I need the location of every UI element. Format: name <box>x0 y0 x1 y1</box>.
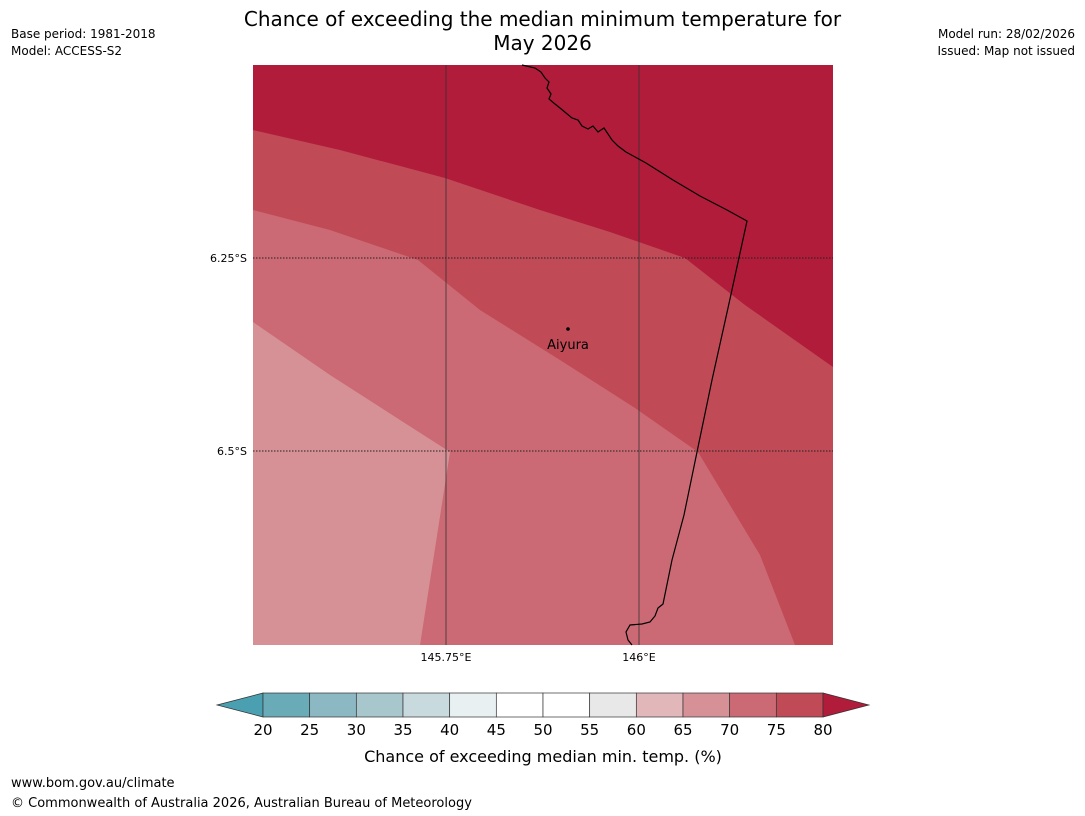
legend-tick-label: 30 <box>347 721 366 739</box>
legend-extend-low <box>215 692 264 718</box>
legend-box <box>542 692 591 718</box>
legend-tick-label: 20 <box>253 721 272 739</box>
legend-box <box>402 692 451 718</box>
legend-box <box>775 692 824 718</box>
lat-label: 6.25°S <box>210 252 247 265</box>
model-name: Model: ACCESS-S2 <box>11 44 123 58</box>
issued-status: Issued: Map not issued <box>937 44 1075 58</box>
legend-tick-label: 45 <box>487 721 506 739</box>
legend-boxes <box>262 692 824 718</box>
legend-tick-label: 40 <box>440 721 459 739</box>
legend-label: Chance of exceeding median min. temp. (%… <box>364 747 722 766</box>
legend-extend-high <box>822 692 871 718</box>
model-run: Model run: 28/02/2026 <box>937 27 1075 41</box>
legend-box <box>262 692 311 718</box>
lon-label: 146°E <box>622 651 655 664</box>
place-label: Aiyura <box>547 338 589 353</box>
legend-tick-label: 65 <box>673 721 692 739</box>
legend-box <box>495 692 544 718</box>
legend-box <box>589 692 637 718</box>
footer-url[interactable]: www.bom.gov.au/climate <box>11 776 175 791</box>
map-title-line2: May 2026 <box>493 31 592 55</box>
legend-box <box>682 692 731 718</box>
legend-tick-labels: 20 25 30 35 40 45 50 55 60 65 70 75 80 <box>253 721 832 739</box>
place-marker <box>566 327 570 331</box>
map-canvas: Aiyura 6.25°S 6.5°S 145.75°E 146°E <box>210 64 833 664</box>
legend-box <box>635 692 684 718</box>
legend-box <box>729 692 777 718</box>
legend-tick-label: 50 <box>533 721 552 739</box>
probability-fill <box>253 65 833 645</box>
legend-tick-label: 25 <box>300 721 319 739</box>
legend-tick-label: 55 <box>580 721 599 739</box>
base-period: Base period: 1981-2018 <box>11 27 156 41</box>
band-65-70 <box>253 322 450 645</box>
legend-box <box>309 692 357 718</box>
province-boundary <box>521 64 748 646</box>
legend-tick-label: 75 <box>767 721 786 739</box>
graticule <box>253 65 833 645</box>
lat-label: 6.5°S <box>217 445 247 458</box>
color-legend: 20 25 30 35 40 45 50 55 60 65 70 75 80 Chance of exc… <box>215 692 871 766</box>
legend-tick-label: 80 <box>813 721 832 739</box>
lon-label: 145.75°E <box>421 651 472 664</box>
legend-tick-label: 60 <box>627 721 646 739</box>
legend-box <box>355 692 404 718</box>
map-title-line1: Chance of exceeding the median minimum t… <box>243 7 842 31</box>
legend-tick-label: 35 <box>393 721 412 739</box>
legend-box <box>449 692 497 718</box>
footer-copyright: © Commonwealth of Australia 2026, Austra… <box>11 796 472 811</box>
legend-tick-label: 70 <box>720 721 739 739</box>
